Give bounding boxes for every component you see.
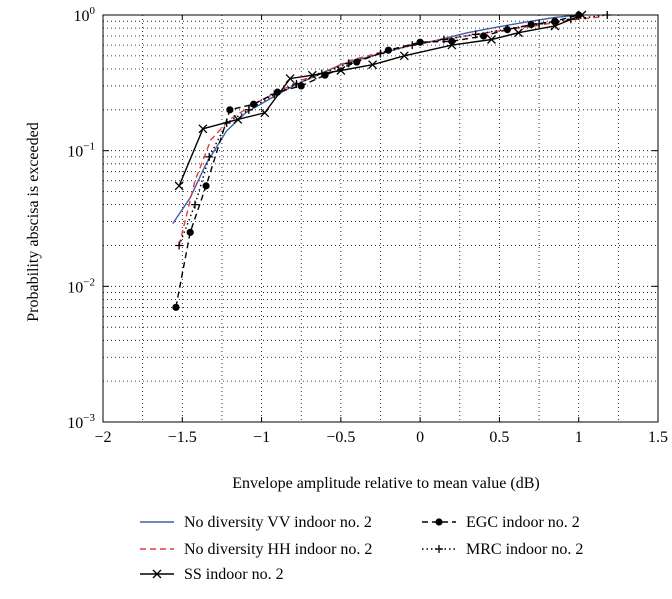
plot-frame [102,14,659,423]
legend-swatch-marker [435,518,443,526]
data-point [317,69,326,78]
data-point [172,303,180,311]
grid [103,15,658,422]
data-point [174,181,184,191]
legend-label: MRC indoor no. 2 [466,541,583,558]
tick-labels: −2 −1.5 −1 −0.5 0 0.5 1 1.5 10−3 10−2 10−1 100 [67,5,668,446]
legend-item: SS indoor no. 2 [140,566,284,583]
data-point [205,152,214,161]
y-tick-label: 10−2 [67,276,95,296]
data-point [551,17,559,25]
data-point [233,114,243,124]
x-tick-label: −2 [94,429,111,446]
axes [102,14,659,423]
data-point [222,118,231,127]
legend-label: SS indoor no. 2 [184,566,284,583]
data-point [368,60,378,70]
legend-item: No diversity VV indoor no. 2 [140,514,372,531]
legend-label: EGC indoor no. 2 [466,514,580,531]
data-point [503,24,512,33]
data-point [285,74,295,84]
data-point [260,108,270,118]
data-point [244,105,253,114]
y-tick-label: 100 [74,5,96,25]
y-axis-label: Probability abscisa is exceeded [25,122,42,322]
data-point [448,37,456,45]
x-tick-label: 1 [575,429,583,446]
data-point [198,124,208,134]
data-point [513,28,523,38]
data-point [344,59,353,68]
data-point [439,35,448,44]
legend-item: No diversity HH indoor no. 2 [140,541,372,558]
y-tick-label: 10−3 [67,412,95,432]
series-layer [172,10,612,311]
data-point [471,30,480,39]
series-line [175,14,579,308]
data-point [190,200,199,209]
data-point [416,38,424,46]
data-point [535,19,544,28]
data-point [202,182,210,190]
data-point [566,15,575,24]
series-4 [172,11,583,311]
legend-label: No diversity HH indoor no. 2 [184,541,372,558]
data-point [353,58,361,66]
x-tick-label: −1 [253,429,270,446]
data-point [376,49,385,58]
x-tick-label: 1.5 [648,429,668,446]
data-point [175,241,184,250]
x-tick-label: 0 [416,429,424,446]
series-5 [175,11,612,250]
legend-label: No diversity VV indoor no. 2 [184,514,372,531]
legend-item: EGC indoor no. 2 [422,514,580,531]
x-tick-label: 0.5 [489,429,509,446]
series-line [178,14,608,246]
x-tick-label: −0.5 [326,429,355,446]
y-tick-label: 10−1 [67,141,95,161]
data-point [270,90,279,99]
legend-item: MRC indoor no. 2 [422,541,583,558]
series-line [178,14,583,187]
data-point [399,51,409,61]
x-tick-label: −1.5 [168,429,197,446]
x-axis-label: Envelope amplitude relative to mean valu… [232,475,539,492]
data-point [292,80,301,89]
data-point [479,32,488,40]
data-point [408,41,417,50]
legend: No diversity VV indoor no. 2 No diversity… [140,514,583,583]
legend-swatch-marker [435,545,443,553]
data-point [487,35,496,44]
data-point [186,228,194,236]
legend-swatch-marker [152,569,162,579]
data-point [226,106,234,114]
